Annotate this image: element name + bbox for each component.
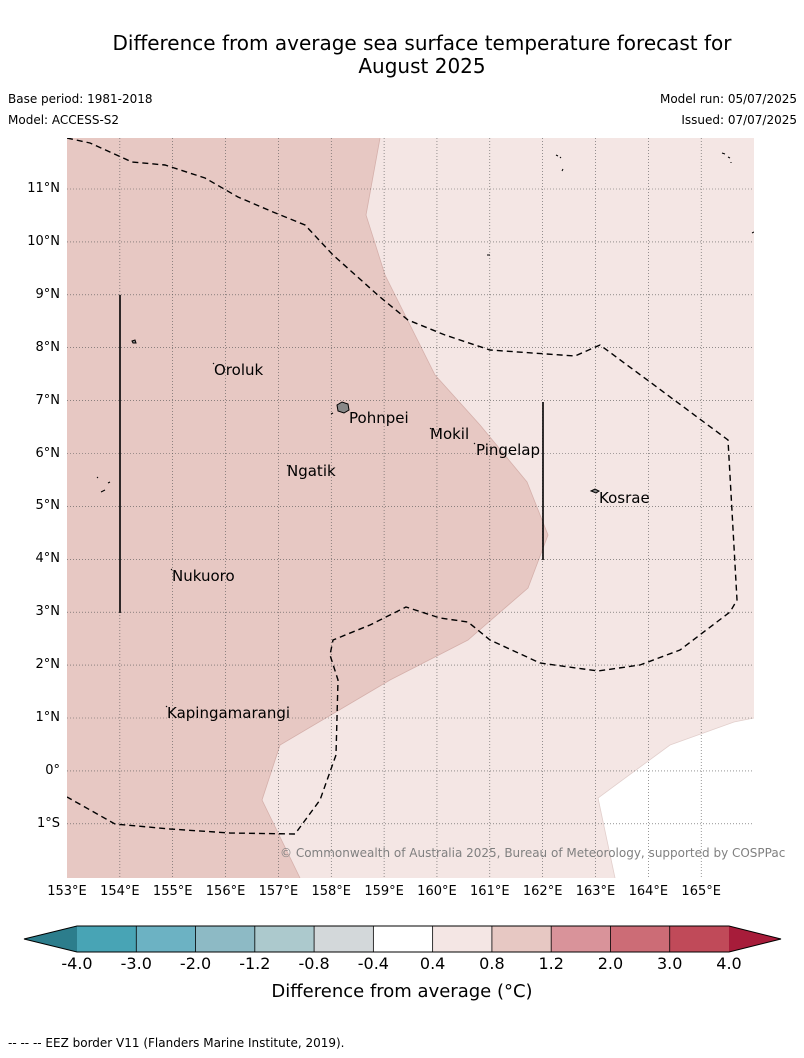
latitude-label: 0° bbox=[45, 762, 60, 778]
colorbar-tick-label: 0.4 bbox=[419, 954, 446, 973]
island-mark bbox=[429, 427, 432, 430]
title-line-1: Difference from average sea surface temp… bbox=[112, 31, 732, 55]
colorbar-tick-label: 4.0 bbox=[716, 954, 742, 973]
island-mark bbox=[286, 464, 289, 467]
place-pohnpei: Pohnpei bbox=[349, 409, 409, 427]
map-graticule bbox=[67, 138, 754, 878]
latitude-label: 4°N bbox=[35, 551, 61, 567]
longitude-label: 162°E bbox=[522, 884, 563, 899]
latitude-label: 10°N bbox=[27, 233, 60, 249]
colorbar-segments bbox=[77, 926, 730, 952]
latitude-label: 11°N bbox=[27, 181, 60, 196]
contour-line bbox=[261, 138, 549, 878]
colorbar-segment bbox=[254, 926, 315, 952]
eez-footnote: -- -- -- EEZ border V11 (Flanders Marine… bbox=[8, 1036, 345, 1050]
island-mark bbox=[165, 705, 168, 708]
latitude-label: 7°N bbox=[35, 392, 61, 408]
model-name: Model: ACCESS-S2 bbox=[8, 113, 120, 127]
colorbar-tick-label: -0.4 bbox=[357, 954, 389, 973]
colorbar-segment bbox=[77, 926, 137, 952]
island-mark bbox=[170, 568, 173, 571]
place-kapingamarangi: Kapingamarangi bbox=[167, 704, 291, 722]
anomaly-zone-neutral bbox=[598, 718, 754, 878]
colorbar-tick-label: -4.0 bbox=[61, 954, 93, 973]
island-mark bbox=[721, 152, 732, 163]
colorbar-segment bbox=[373, 926, 434, 952]
anomaly-zone-mild bbox=[262, 138, 754, 878]
colorbar-segment bbox=[669, 926, 730, 952]
chart-title: Difference from average sea surface temp… bbox=[60, 32, 784, 78]
latitude-label: 1°N bbox=[35, 710, 61, 725]
latitude-label: 6°N bbox=[35, 445, 61, 461]
island-mark bbox=[473, 442, 476, 445]
island-mark bbox=[555, 154, 564, 172]
colorbar-segment bbox=[491, 926, 552, 952]
latitude-label: 3°N bbox=[35, 604, 61, 620]
island-mark bbox=[330, 412, 334, 415]
colorbar-segment bbox=[136, 926, 197, 952]
base-period: Base period: 1981-2018 bbox=[8, 92, 153, 106]
longitude-label: 160°E bbox=[417, 884, 457, 899]
longitude-label: 153°E bbox=[47, 884, 87, 899]
place-ngatik: Ngatik bbox=[287, 462, 336, 480]
colorbar-extend-high bbox=[729, 926, 781, 952]
colorbar-segment bbox=[314, 926, 374, 952]
pohnpei-island bbox=[336, 401, 350, 414]
longitude-label: 156°E bbox=[205, 884, 246, 899]
latitude-label: 1°S bbox=[36, 815, 60, 831]
longitude-label: 165°E bbox=[681, 884, 721, 899]
colorbar-title: Difference from average (°C) bbox=[271, 981, 533, 1002]
island-mark bbox=[131, 339, 137, 344]
longitude-label: 163°E bbox=[575, 884, 616, 899]
colorbar-tick-label: 1.2 bbox=[538, 954, 564, 973]
colorbar-tick-label: 3.0 bbox=[656, 954, 683, 973]
latitude-label: 5°N bbox=[35, 498, 61, 514]
model-run: Model run: 05/07/2025 bbox=[659, 92, 797, 106]
colorbar-segment bbox=[610, 926, 671, 952]
colorbar-segment bbox=[195, 926, 256, 952]
eez-border bbox=[67, 138, 738, 835]
title-line-2: August 2025 bbox=[358, 54, 486, 78]
kosrae-island bbox=[589, 488, 600, 494]
place-mokil: Mokil bbox=[430, 425, 470, 443]
colorbar-extend-low bbox=[24, 926, 77, 952]
colorbar-tick-label: -0.8 bbox=[298, 954, 330, 973]
colorbar bbox=[23, 925, 782, 953]
island-mark bbox=[751, 231, 754, 234]
island-mark bbox=[212, 362, 215, 365]
colorbar-tick-label: -3.0 bbox=[120, 954, 152, 973]
colorbar-tick-label: -1.2 bbox=[239, 954, 271, 973]
place-nukuoro: Nukuoro bbox=[172, 567, 235, 585]
colorbar-segment bbox=[551, 926, 611, 952]
issued-date: Issued: 07/07/2025 bbox=[681, 113, 797, 127]
island-mark bbox=[96, 476, 111, 493]
latitude-label: 8°N bbox=[35, 339, 61, 355]
place-pingelap: Pingelap bbox=[476, 441, 541, 459]
longitude-label: 164°E bbox=[628, 884, 669, 899]
contour-line-neutral bbox=[597, 717, 754, 878]
latitude-label: 2°N bbox=[35, 657, 61, 673]
longitude-label: 158°E bbox=[311, 884, 352, 899]
colorbar-tick-label: -2.0 bbox=[179, 954, 212, 973]
place-kosrae: Kosrae bbox=[599, 489, 650, 507]
longitude-label: 161°E bbox=[470, 884, 510, 899]
longitude-label: 155°E bbox=[152, 884, 193, 899]
place-oroluk: Oroluk bbox=[214, 361, 264, 379]
colorbar-segment bbox=[432, 926, 493, 952]
small-islands bbox=[96, 152, 754, 708]
longitude-label: 154°E bbox=[100, 884, 140, 899]
colorbar-outline bbox=[23, 925, 782, 953]
longitude-label: 159°E bbox=[364, 884, 404, 899]
longitude-label: 157°E bbox=[258, 884, 299, 899]
latitude-label: 9°N bbox=[35, 286, 61, 302]
colorbar-tick-label: 2.0 bbox=[597, 954, 624, 973]
copyright-notice: © Commonwealth of Australia 2025, Bureau… bbox=[280, 846, 786, 860]
colorbar-tick-label: 0.8 bbox=[479, 954, 505, 973]
